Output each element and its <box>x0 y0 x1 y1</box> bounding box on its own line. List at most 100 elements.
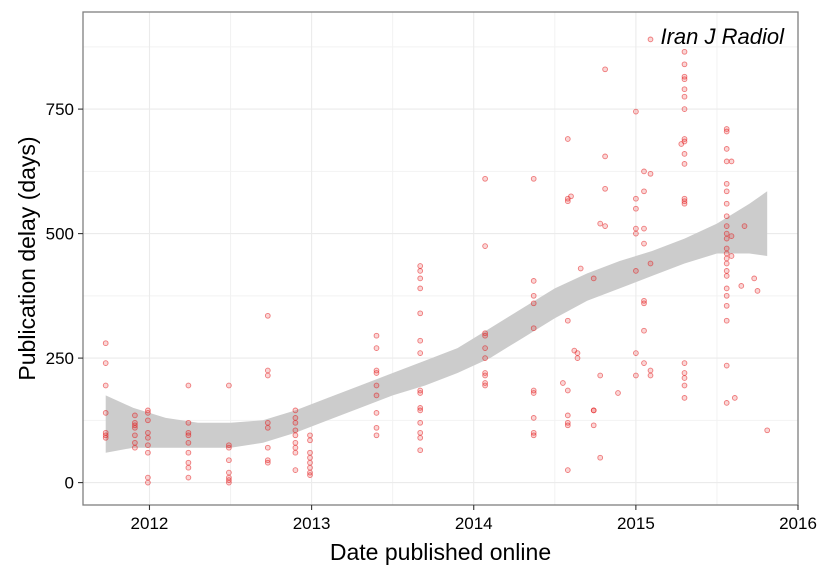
y-tick-label: 750 <box>46 100 74 119</box>
data-point <box>417 419 424 426</box>
data-point <box>590 407 597 414</box>
data-point <box>633 230 639 237</box>
data-point <box>723 250 730 257</box>
journal-annotation: Iran J Radiol <box>660 24 785 49</box>
x-tick-label: 2013 <box>293 514 331 533</box>
data-point <box>751 275 758 282</box>
data-point <box>568 193 574 200</box>
data-point <box>292 467 299 473</box>
data-point <box>417 268 424 274</box>
data-point <box>590 275 597 282</box>
data-point <box>681 93 688 100</box>
data-point <box>417 429 424 436</box>
data-point <box>647 367 654 374</box>
data-point <box>307 432 313 439</box>
data-point <box>145 434 151 441</box>
data-point <box>102 340 109 347</box>
data-point <box>417 275 424 282</box>
data-point <box>681 360 688 366</box>
data-point <box>417 350 424 356</box>
data-point <box>530 292 537 299</box>
data-point <box>373 332 380 339</box>
data-point <box>185 432 192 439</box>
data-point <box>145 429 151 436</box>
data-point <box>641 300 647 307</box>
data-point <box>633 350 639 356</box>
data-point <box>373 432 380 439</box>
data-point <box>681 138 688 145</box>
data-point <box>145 479 151 486</box>
data-point <box>132 424 138 431</box>
data-point <box>482 382 488 389</box>
data-point <box>681 86 688 93</box>
data-point <box>723 400 730 406</box>
data-point <box>226 469 232 476</box>
data-point <box>482 332 488 339</box>
data-point <box>564 412 571 419</box>
data-point <box>723 255 730 262</box>
data-point <box>292 427 299 434</box>
data-point <box>590 422 597 429</box>
data-point <box>602 66 608 73</box>
data-point <box>633 225 639 232</box>
data-point <box>723 213 730 220</box>
data-point <box>754 288 761 294</box>
data-point <box>292 415 299 421</box>
data-point <box>723 260 730 267</box>
data-point <box>574 355 581 361</box>
data-point <box>574 350 581 356</box>
data-point <box>641 360 647 366</box>
data-point <box>482 345 488 351</box>
data-point <box>681 106 688 112</box>
data-point <box>723 128 730 135</box>
data-point <box>602 223 608 229</box>
minor-gridlines <box>83 12 798 505</box>
data-point <box>373 382 380 389</box>
data-point <box>102 434 109 441</box>
data-point <box>564 136 571 142</box>
y-axis-ticks: 0 250 500 750 <box>46 100 83 493</box>
data-point <box>185 382 192 389</box>
data-point <box>417 310 424 317</box>
data-point <box>185 474 192 481</box>
data-point <box>307 472 313 478</box>
data-point <box>132 412 138 419</box>
data-point <box>185 439 192 446</box>
data-point <box>482 243 488 249</box>
data-point <box>373 410 380 416</box>
data-point <box>264 424 271 431</box>
data-point <box>597 220 604 227</box>
data-point <box>560 380 566 386</box>
data-point <box>681 375 688 381</box>
data-point <box>728 253 735 259</box>
data-point <box>723 245 730 252</box>
data-point <box>530 390 537 396</box>
data-point <box>307 449 313 456</box>
data-point <box>723 158 730 165</box>
data-point <box>602 185 608 192</box>
x-tick-label: 2012 <box>131 514 169 533</box>
data-point <box>530 278 537 284</box>
data-point <box>723 302 730 309</box>
data-point <box>530 415 537 421</box>
data-point <box>292 439 299 446</box>
data-point <box>681 395 688 401</box>
data-point <box>264 372 271 379</box>
data-point <box>226 479 232 486</box>
data-point <box>132 432 138 439</box>
data-point <box>373 345 380 351</box>
data-point <box>597 372 604 379</box>
smooth-confidence-band <box>105 191 768 453</box>
data-point <box>292 449 299 456</box>
data-point <box>132 439 138 446</box>
data-point <box>145 442 151 449</box>
data-point <box>641 327 647 334</box>
data-point <box>723 317 730 324</box>
data-point <box>564 422 571 429</box>
x-axis-title: Date published online <box>330 539 551 565</box>
data-point <box>577 265 584 272</box>
data-point <box>185 419 192 426</box>
data-point <box>292 407 299 414</box>
data-point <box>226 382 232 389</box>
